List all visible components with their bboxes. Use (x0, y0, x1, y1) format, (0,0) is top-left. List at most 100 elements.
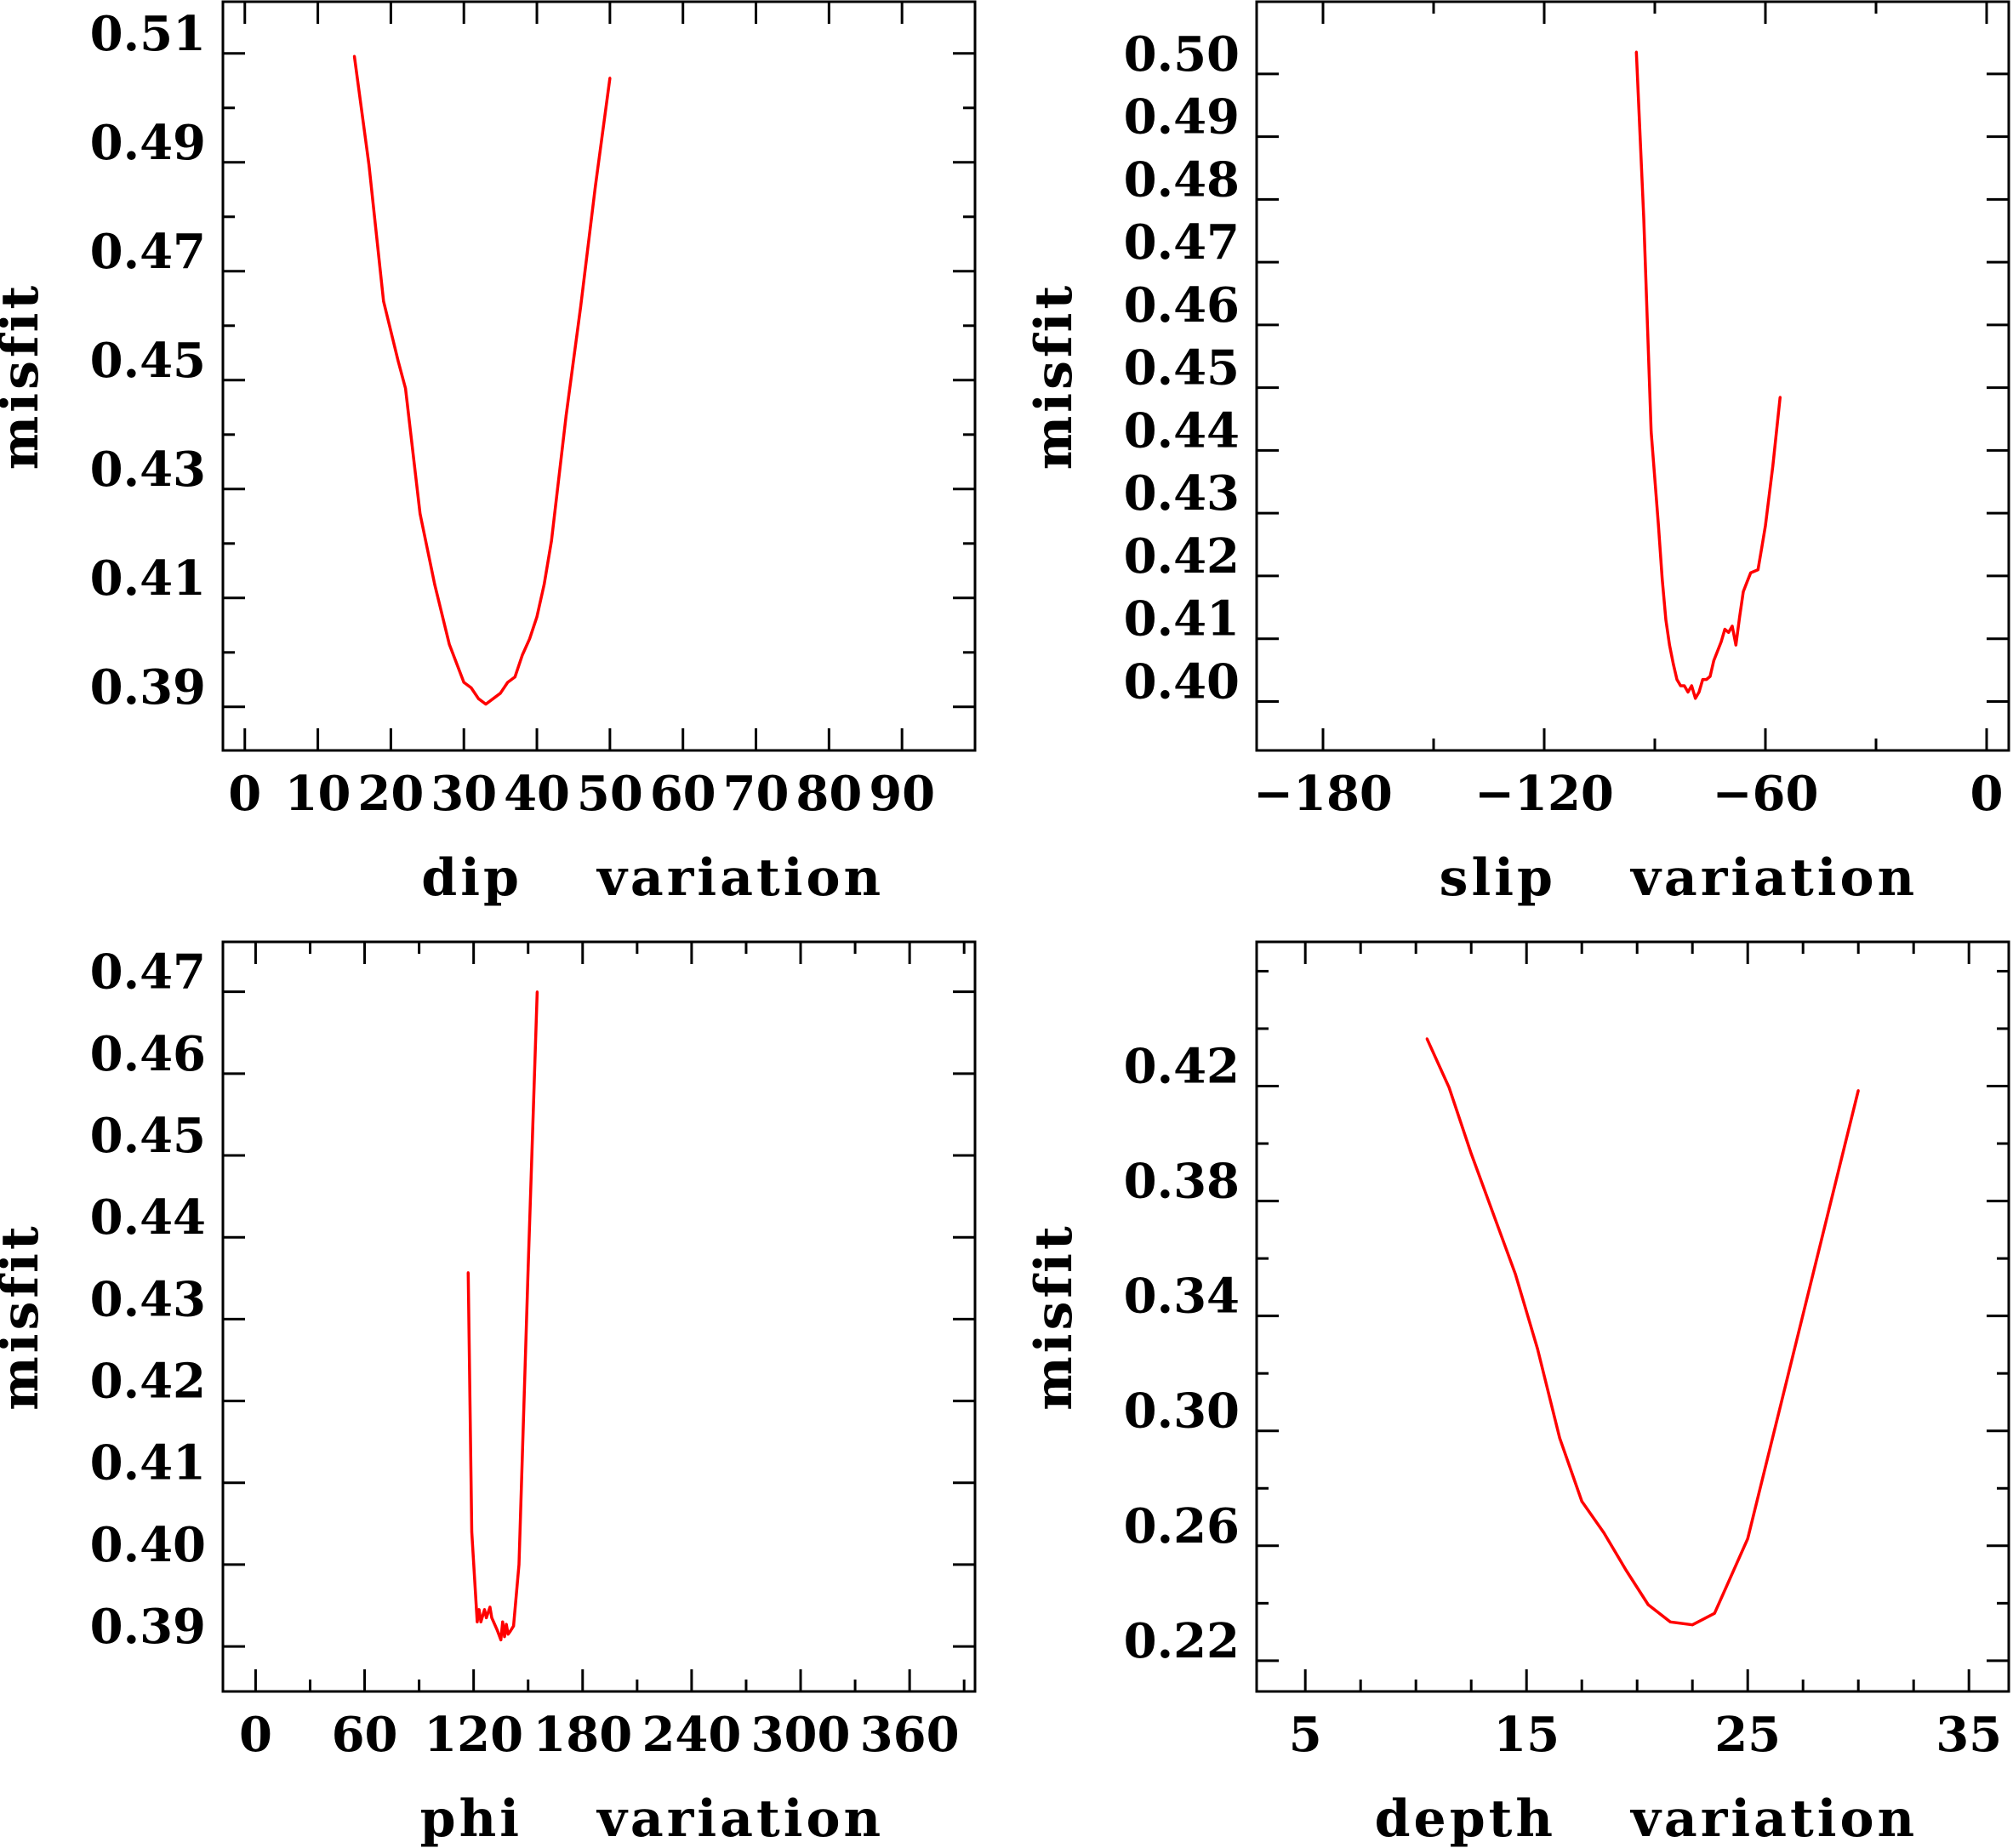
chart-panel-depth: 5 15 25 35 0.22 0.26 0.30 0.34 0.38 0.42 misfit dep… (1024, 940, 2010, 1848)
y-tick-label: 0.43 (90, 442, 206, 498)
data-point (470, 686, 473, 689)
data-point (1642, 216, 1645, 220)
data-point (1738, 615, 1742, 619)
y-tick-label: 0.26 (1124, 1498, 1240, 1554)
x-tick-label: 50 (577, 766, 643, 822)
y-tick-label: 0.39 (90, 659, 206, 716)
data-point (608, 77, 612, 80)
x-tick-label: 0 (1970, 766, 2004, 822)
data-point (1447, 1086, 1451, 1089)
y-axis-title: misfit (1024, 1223, 1084, 1410)
data-point (396, 359, 400, 362)
data-point (550, 539, 553, 543)
x-axis-title-left: depth (1375, 1789, 1556, 1848)
data-point (499, 692, 502, 695)
data-point (477, 1608, 481, 1611)
data-point (503, 1635, 506, 1639)
data-point (1705, 678, 1708, 682)
data-point (1602, 1531, 1605, 1535)
x-axis-title-right: variation (596, 1789, 884, 1848)
data-point (485, 1616, 488, 1619)
x-axis-title-left: slip (1440, 848, 1556, 908)
data-point (499, 1638, 503, 1641)
data-point (564, 414, 567, 417)
data-point (476, 697, 480, 700)
data-point (506, 681, 510, 684)
data-point (527, 1269, 530, 1272)
data-point (382, 299, 385, 303)
y-tick-label: 0.46 (1124, 277, 1240, 334)
chart-panel-dip: 0 10 20 30 40 50 60 70 80 90 0.39 0.41 0.43 0.45 0.47 0… (0, 0, 977, 908)
data-point (1558, 1436, 1561, 1440)
data-point (535, 615, 539, 619)
x-tick-label: 60 (332, 1707, 398, 1763)
x-axis-title-right: variation (1629, 848, 1918, 908)
data-point (419, 512, 422, 516)
x-tick-label: 70 (723, 766, 790, 822)
data-point (1856, 1089, 1860, 1092)
data-point (1712, 659, 1715, 663)
y-tick-label: 0.42 (1124, 528, 1240, 585)
y-tick-label: 0.45 (1124, 340, 1240, 396)
y-tick-label: 0.49 (90, 115, 206, 171)
data-point (1661, 578, 1664, 581)
data-point (1650, 430, 1653, 433)
y-tick-label: 0.38 (1124, 1154, 1240, 1210)
y-tick-label: 0.51 (90, 6, 206, 62)
data-point (1778, 396, 1782, 399)
y-axis-title: misfit (1024, 282, 1084, 470)
x-axis-title-left: dip (421, 848, 522, 908)
y-tick-label: 0.44 (1124, 402, 1240, 459)
data-point (1708, 675, 1712, 678)
x-tick-label: 60 (650, 766, 716, 822)
data-point (1690, 684, 1693, 687)
data-point (1713, 1611, 1716, 1615)
data-point (1672, 662, 1675, 665)
y-tick-label: 0.50 (1124, 26, 1240, 83)
data-point (512, 1624, 516, 1628)
y-tick-label: 0.39 (90, 1599, 206, 1655)
y-tick-label: 0.43 (90, 1271, 206, 1327)
x-tick-label: 5 (1289, 1707, 1322, 1763)
y-tick-label: 0.47 (90, 224, 206, 280)
data-point (1514, 1273, 1517, 1276)
data-point (1668, 1620, 1672, 1623)
x-axis-title-left: phi (420, 1789, 522, 1848)
data-point (1745, 580, 1748, 584)
data-point (1580, 1499, 1583, 1503)
data-point (543, 583, 546, 586)
y-tick-label: 0.41 (90, 550, 206, 607)
y-tick-label: 0.30 (1124, 1383, 1240, 1440)
x-tick-label: 25 (1714, 1707, 1781, 1763)
y-tick-label: 0.49 (1124, 89, 1240, 145)
data-point (1727, 630, 1731, 634)
y-tick-label: 0.44 (90, 1189, 206, 1246)
data-point (1686, 690, 1690, 693)
data-point (404, 386, 408, 390)
y-tick-label: 0.43 (1124, 465, 1240, 522)
x-tick-label: 120 (424, 1707, 523, 1763)
data-point (1801, 1313, 1805, 1316)
x-axis-title-right: variation (596, 848, 884, 908)
misfit-series-line (466, 991, 539, 1642)
data-point (490, 1616, 493, 1619)
y-tick-label: 0.42 (90, 1354, 206, 1410)
chart-panel-slip: −180 −120 −60 0 0.40 0.41 0.42 0.43 0.44 0.45 0.46… (1024, 0, 2010, 908)
plot-frame (1255, 0, 2010, 752)
y-axis-title: misfit (0, 1223, 50, 1410)
data-point (476, 1620, 479, 1623)
x-tick-label: −60 (1713, 766, 1819, 822)
x-tick-label: 30 (431, 766, 497, 822)
y-tick-label: 0.42 (1124, 1039, 1240, 1095)
data-point (501, 1620, 505, 1623)
data-point (352, 54, 356, 58)
x-tick-label: 90 (869, 766, 935, 822)
data-point (1657, 524, 1660, 528)
y-tick-label: 0.48 (1124, 151, 1240, 208)
y-tick-label: 0.45 (90, 333, 206, 389)
data-point (433, 583, 436, 586)
data-point (1634, 50, 1638, 54)
x-tick-label: 300 (751, 1707, 851, 1763)
data-point (1694, 697, 1697, 700)
x-tick-label: −180 (1253, 766, 1393, 822)
